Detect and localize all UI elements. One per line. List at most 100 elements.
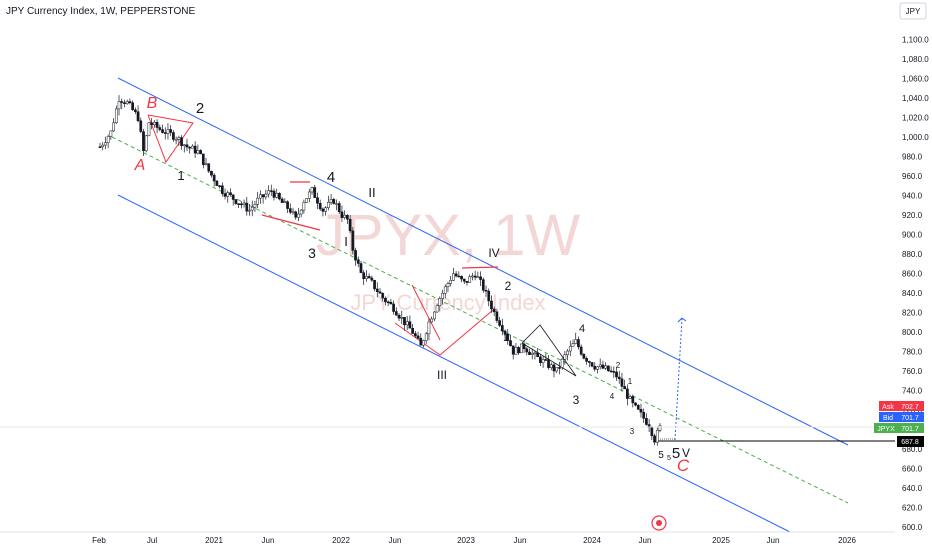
- candle-body: [606, 365, 610, 372]
- scale-button[interactable]: [899, 2, 927, 20]
- y-tick-label: 880.0: [902, 250, 923, 259]
- candle-body: [400, 317, 404, 319]
- candle-body: [210, 170, 213, 176]
- candle-body: [150, 122, 154, 126]
- candle-body: [332, 199, 336, 204]
- x-tick-label: 2021: [205, 536, 223, 545]
- candle-body: [166, 129, 170, 134]
- candle-body: [242, 202, 246, 205]
- candle-body: [403, 317, 406, 326]
- wave-label: 5: [658, 450, 664, 461]
- candle-body: [571, 343, 575, 347]
- ask-value: 702.7: [901, 404, 919, 411]
- candle-body: [169, 129, 173, 133]
- candle-body: [343, 214, 347, 218]
- candle-body: [655, 430, 659, 443]
- wave-label: C: [677, 456, 690, 475]
- candle-body: [558, 367, 561, 369]
- pattern-line-iv-top: [461, 266, 499, 269]
- candle-body: [142, 131, 145, 152]
- candle-body: [653, 435, 656, 443]
- candle-body: [259, 194, 262, 199]
- candle-body: [158, 127, 162, 130]
- candle-body: [299, 209, 303, 215]
- candle-body: [560, 358, 564, 368]
- candle-body: [264, 193, 268, 198]
- candle-body: [313, 187, 317, 198]
- candle-body: [503, 330, 507, 335]
- wave-label: I: [344, 234, 348, 249]
- candle-body: [245, 202, 249, 212]
- candle-body: [155, 121, 159, 128]
- y-tick-label: 640.0: [902, 484, 923, 493]
- candle-body: [386, 301, 390, 304]
- y-tick-label: 680.0: [902, 445, 923, 454]
- pattern-line-iii-top: [411, 284, 441, 341]
- target-marker-icon[interactable]: [651, 515, 667, 531]
- candle-body: [454, 273, 458, 277]
- candles-layer: [98, 95, 662, 446]
- candle-body: [471, 275, 474, 278]
- candle-body: [375, 288, 379, 293]
- candle-body: [237, 203, 240, 205]
- candle-body: [370, 277, 374, 281]
- candle-body: [604, 365, 607, 369]
- candle-body: [639, 409, 643, 413]
- ask-label: Ask: [882, 404, 894, 411]
- candle-body: [123, 102, 126, 104]
- candle-body: [574, 339, 578, 344]
- candle-body: [514, 347, 518, 355]
- candle-body: [495, 311, 499, 321]
- wave-label: 3: [630, 427, 635, 436]
- candle-body: [596, 366, 599, 370]
- y-tick-label: 760.0: [902, 367, 923, 376]
- watermark-sub: JPY Currency Index: [350, 290, 545, 315]
- candle-body: [384, 297, 387, 303]
- candle-body: [598, 364, 602, 368]
- candle-body: [500, 325, 504, 332]
- candle-body: [283, 201, 287, 203]
- wave-label: 1: [177, 168, 184, 183]
- candle-body: [498, 320, 501, 326]
- candle-body: [587, 361, 591, 363]
- candle-body: [218, 185, 221, 187]
- candle-body: [139, 120, 143, 132]
- candle-body: [161, 129, 164, 133]
- candle-body: [354, 250, 357, 261]
- candle-body: [367, 276, 371, 279]
- candle-body: [473, 275, 477, 278]
- candle-body: [462, 278, 466, 282]
- candle-body: [506, 333, 510, 341]
- candle-body: [446, 283, 450, 288]
- candle-body: [144, 135, 148, 152]
- candle-body: [261, 194, 265, 198]
- y-tick-label: 1,040.0: [902, 94, 929, 103]
- candle-body: [457, 275, 461, 278]
- y-tick-label: 780.0: [902, 348, 923, 357]
- candle-body: [430, 318, 434, 323]
- candle-body: [133, 109, 137, 112]
- channel-lower-line: [117, 194, 791, 533]
- x-tick-label: 2024: [583, 536, 601, 545]
- triangle-b: [147, 114, 194, 164]
- candle-body: [269, 190, 273, 192]
- wave-label: 2: [616, 361, 621, 370]
- candle-body: [335, 203, 338, 205]
- x-tick-label: Jul: [147, 536, 157, 545]
- candle-body: [394, 311, 398, 316]
- scale-button-label[interactable]: JPY: [906, 7, 921, 16]
- last-badge: JPYX 701.7: [874, 423, 924, 433]
- candle-body: [411, 327, 414, 334]
- candle-body: [112, 122, 115, 132]
- candle-body: [272, 190, 276, 198]
- candle-body: [291, 211, 295, 214]
- candle-body: [348, 218, 352, 232]
- wave-label: IV: [488, 246, 499, 260]
- candle-body: [590, 362, 594, 367]
- y-tick-label: 980.0: [902, 153, 923, 162]
- candle-body: [185, 144, 189, 148]
- y-tick-label: 600.0: [902, 523, 923, 532]
- candle-body: [612, 371, 616, 373]
- candle-body: [552, 364, 556, 372]
